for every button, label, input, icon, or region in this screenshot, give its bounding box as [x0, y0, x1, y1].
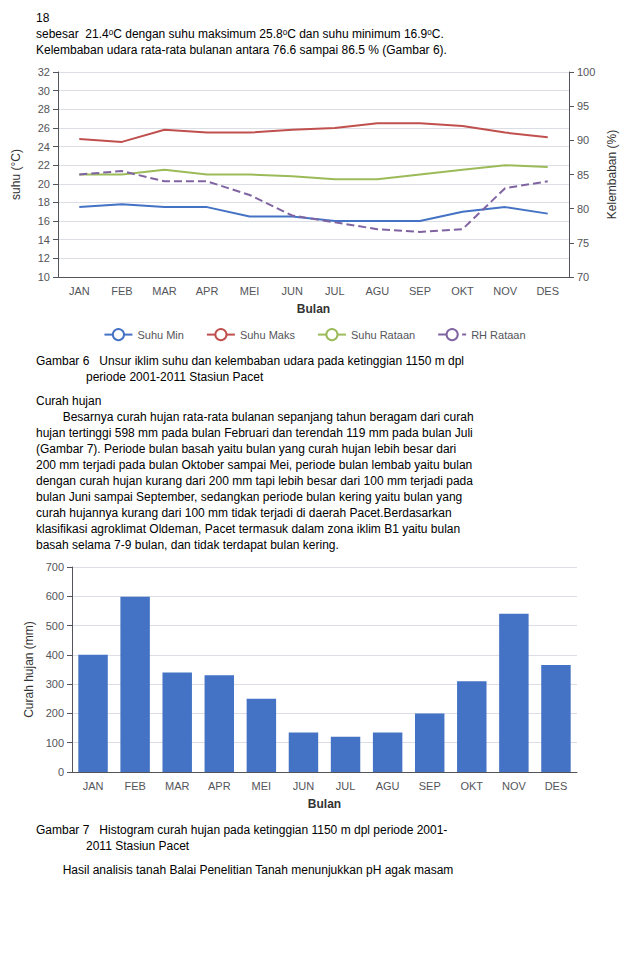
svg-text:sebesar 21.4ᵒC dengan suhu ma: sebesar 21.4ᵒC dengan suhu maksimum 25.8… [36, 27, 444, 41]
svg-text:Suhu Maks: Suhu Maks [240, 329, 296, 341]
svg-text:28: 28 [38, 103, 50, 115]
svg-text:(Gambar 7). Periode bulan basa: (Gambar 7). Periode bulan basah yaitu bu… [36, 442, 456, 456]
svg-text:16: 16 [38, 215, 50, 227]
svg-text:0: 0 [58, 766, 64, 778]
svg-text:Bulan: Bulan [308, 797, 341, 811]
svg-text:hujan tertinggi 598 mm pada bu: hujan tertinggi 598 mm pada bulan Februa… [36, 426, 473, 440]
svg-text:periode 2001-2011 Stasiun Pace: periode 2001-2011 Stasiun Pacet [36, 370, 264, 384]
svg-text:Gambar 7 Histogram curah huj: Gambar 7 Histogram curah hujan pada keti… [36, 823, 447, 837]
svg-text:APR: APR [208, 780, 231, 792]
svg-text:22: 22 [38, 159, 50, 171]
svg-text:18: 18 [36, 11, 50, 25]
svg-text:32: 32 [38, 66, 50, 78]
svg-text:MAR: MAR [165, 780, 190, 792]
svg-text:RH Rataan: RH Rataan [471, 329, 525, 341]
svg-text:SEP: SEP [419, 780, 441, 792]
svg-text:600: 600 [46, 590, 64, 602]
svg-text:klasifikasi agroklimat Oldeman: klasifikasi agroklimat Oldeman, Pacet te… [36, 522, 460, 536]
svg-text:Suhu Min: Suhu Min [137, 329, 183, 341]
svg-text:26: 26 [38, 122, 50, 134]
svg-text:JUL: JUL [336, 780, 356, 792]
svg-text:OKT: OKT [451, 285, 474, 297]
svg-text:MEI: MEI [252, 780, 272, 792]
svg-text:MEI: MEI [240, 285, 260, 297]
svg-text:JUL: JUL [325, 285, 345, 297]
svg-text:20: 20 [38, 178, 50, 190]
svg-text:80: 80 [577, 203, 589, 215]
svg-text:200: 200 [46, 707, 64, 719]
svg-text:100: 100 [577, 66, 595, 78]
svg-text:OKT: OKT [460, 780, 483, 792]
svg-text:JAN: JAN [69, 285, 90, 297]
svg-text:Hasil analisis tanah Balai Pen: Hasil analisis tanah Balai Penelitian Ta… [36, 863, 453, 877]
svg-text:DES: DES [545, 780, 568, 792]
svg-text:300: 300 [46, 678, 64, 690]
svg-text:APR: APR [196, 285, 219, 297]
svg-text:FEB: FEB [111, 285, 132, 297]
svg-text:200 mm terjadi pada bulan Okto: 200 mm terjadi pada bulan Oktober sampai… [36, 458, 472, 472]
svg-text:NOV: NOV [502, 780, 527, 792]
svg-text:JUN: JUN [282, 285, 303, 297]
svg-text:12: 12 [38, 252, 50, 264]
svg-text:18: 18 [38, 196, 50, 208]
svg-text:70: 70 [577, 271, 589, 283]
svg-text:24: 24 [38, 141, 50, 153]
svg-text:10: 10 [38, 271, 50, 283]
svg-text:14: 14 [38, 234, 50, 246]
svg-text:bulan Juni sampai September, s: bulan Juni sampai September, sedangkan p… [36, 490, 462, 504]
svg-text:75: 75 [577, 237, 589, 249]
svg-text:Bulan: Bulan [297, 302, 330, 316]
svg-text:700: 700 [46, 561, 64, 573]
svg-text:400: 400 [46, 649, 64, 661]
svg-text:curah hujannya kurang dari 100: curah hujannya kurang dari 100 mm tidak … [36, 506, 452, 520]
svg-text:MAR: MAR [152, 285, 177, 297]
svg-text:90: 90 [577, 134, 589, 146]
svg-text:95: 95 [577, 100, 589, 112]
svg-text:Curah hujan: Curah hujan [36, 394, 101, 408]
svg-text:Kelembaban udara rata-rata bul: Kelembaban udara rata-rata bulanan antar… [36, 43, 447, 57]
svg-text:JUN: JUN [293, 780, 314, 792]
svg-text:AGU: AGU [376, 780, 400, 792]
svg-text:85: 85 [577, 169, 589, 181]
svg-text:dengan curah hujan kurang dari: dengan curah hujan kurang dari 200 mm ta… [36, 474, 473, 488]
svg-text:Curah hujan (mm): Curah hujan (mm) [22, 621, 36, 718]
svg-text:Gambar 6 Unsur iklim suhu da: Gambar 6 Unsur iklim suhu dan kelembaban… [36, 354, 464, 368]
svg-text:SEP: SEP [409, 285, 431, 297]
svg-text:JAN: JAN [83, 780, 104, 792]
svg-text:AGU: AGU [365, 285, 389, 297]
svg-text:suhu (°C): suhu (°C) [9, 149, 23, 200]
svg-text:100: 100 [46, 737, 64, 749]
svg-text:Kelembaban (%): Kelembaban (%) [605, 130, 619, 219]
svg-text:DES: DES [536, 285, 559, 297]
svg-text:2011 Stasiun Pacet: 2011 Stasiun Pacet [36, 839, 190, 853]
svg-text:FEB: FEB [124, 780, 145, 792]
svg-text:500: 500 [46, 620, 64, 632]
svg-text:Suhu Rataan: Suhu Rataan [351, 329, 415, 341]
svg-text:NOV: NOV [493, 285, 518, 297]
svg-text:basah selama 7-9 bulan, dan ti: basah selama 7-9 bulan, dan tidak terdap… [36, 538, 339, 552]
svg-text:30: 30 [38, 85, 50, 97]
svg-text:Besarnya curah hujan rata-rata: Besarnya curah hujan rata-rata bulanan s… [36, 410, 474, 424]
